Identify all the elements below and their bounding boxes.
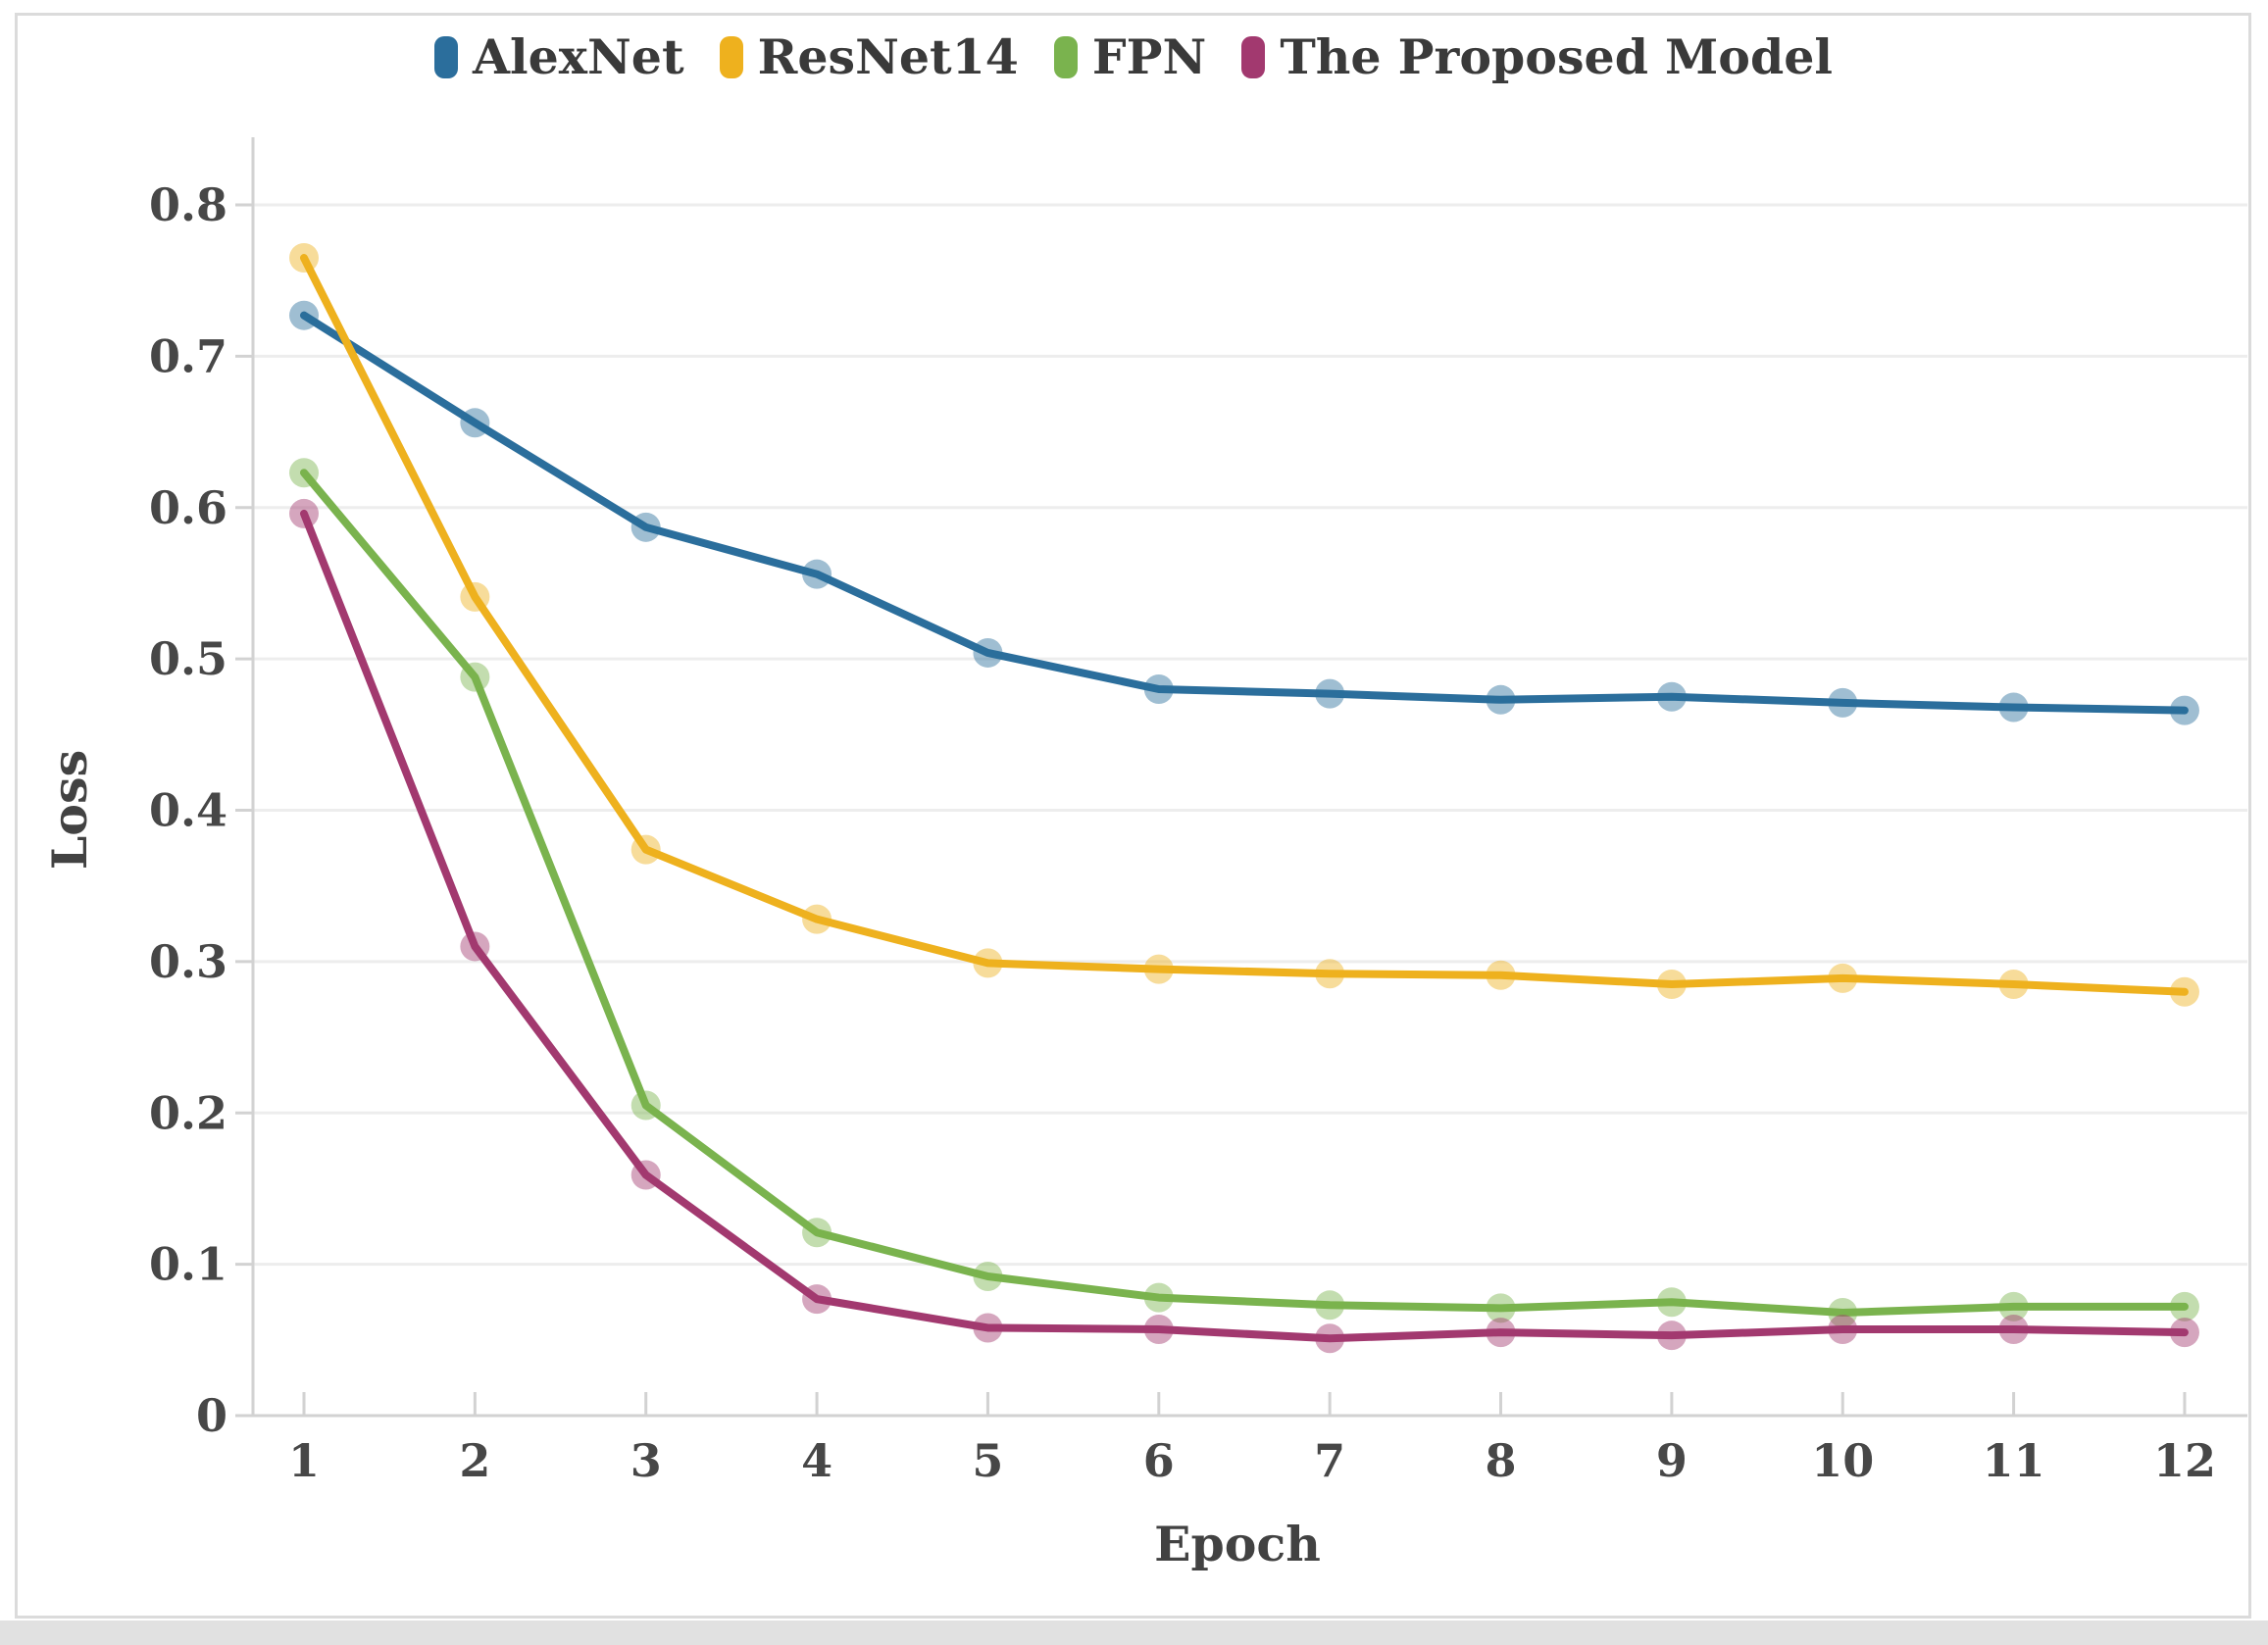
data-point-the-proposed-model <box>802 1284 832 1315</box>
data-point-the-proposed-model <box>289 498 319 528</box>
y-tick-label: 0.1 <box>149 1238 227 1291</box>
series-line-the-proposed-model <box>300 509 2189 1343</box>
legend-label: FPN <box>1091 28 1207 85</box>
data-point-alexnet <box>1828 687 1858 718</box>
x-tick-label: 10 <box>1811 1434 1874 1487</box>
data-point-fpn <box>1998 1291 2029 1321</box>
data-point-alexnet <box>460 408 490 438</box>
data-point-fpn <box>1486 1293 1516 1323</box>
data-point-the-proposed-model <box>460 931 490 962</box>
y-tick-label: 0 <box>196 1389 227 1442</box>
legend-item-fpn[interactable]: FPN <box>1053 28 1207 85</box>
axes <box>235 137 2247 1418</box>
y-tick-label: 0.7 <box>149 329 227 382</box>
data-point-alexnet <box>1315 678 1345 709</box>
data-point-fpn <box>1828 1298 1858 1328</box>
x-tick-label: 9 <box>1656 1434 1688 1487</box>
series-line-resnet14 <box>300 254 2189 996</box>
data-point-resnet14 <box>1143 954 1174 984</box>
legend-label: The Proposed Model <box>1280 28 1833 85</box>
series-line-alexnet <box>300 311 2189 715</box>
data-point-fpn <box>1656 1287 1687 1318</box>
data-point-fpn <box>630 1090 661 1121</box>
legend-marker-fpn <box>1053 36 1078 78</box>
x-tick-label: 4 <box>801 1434 832 1487</box>
data-point-fpn <box>973 1261 1003 1291</box>
data-point-alexnet <box>1486 684 1516 715</box>
data-point-alexnet <box>802 559 832 589</box>
page-bottom-strip <box>0 1620 2268 1645</box>
data-point-the-proposed-model <box>1656 1321 1687 1351</box>
data-point-resnet14 <box>973 948 1003 978</box>
y-tick-label: 0.8 <box>149 178 227 231</box>
legend-label: AlexNet <box>472 28 684 85</box>
x-tick-label: 1 <box>288 1434 320 1487</box>
data-point-fpn <box>2169 1291 2199 1321</box>
series <box>289 243 2199 1354</box>
data-point-the-proposed-model <box>973 1313 1003 1343</box>
data-point-the-proposed-model <box>1828 1315 1858 1345</box>
x-tick-label: 5 <box>972 1434 1003 1487</box>
data-point-alexnet <box>630 512 661 542</box>
x-tick-label: 6 <box>1143 1434 1175 1487</box>
data-point-alexnet <box>1998 692 2029 723</box>
x-tick-label: 11 <box>1983 1434 2045 1487</box>
x-tick-label: 12 <box>2153 1434 2216 1487</box>
y-tick-label: 0.2 <box>149 1086 227 1139</box>
legend-marker-alexnet <box>433 36 458 78</box>
data-point-the-proposed-model <box>1486 1318 1516 1348</box>
data-point-resnet14 <box>1828 963 1858 993</box>
data-point-alexnet <box>1656 681 1687 712</box>
series-line-fpn <box>300 469 2189 1318</box>
legend-marker-resnet14 <box>719 36 743 78</box>
data-point-fpn <box>460 662 490 692</box>
data-point-the-proposed-model <box>630 1160 661 1190</box>
data-point-resnet14 <box>1998 970 2029 1000</box>
data-point-fpn <box>1143 1282 1174 1313</box>
data-point-alexnet <box>2169 695 2199 725</box>
data-point-the-proposed-model <box>1998 1315 2029 1345</box>
legend-marker-the-proposed-model <box>1241 36 1266 78</box>
y-tick-label: 0.3 <box>149 935 227 988</box>
y-tick-label: 0.5 <box>149 632 227 685</box>
data-point-resnet14 <box>1656 970 1687 1000</box>
data-point-resnet14 <box>1486 960 1516 990</box>
x-axis-title: Epoch <box>1154 1516 1321 1572</box>
data-point-alexnet <box>1143 674 1174 704</box>
data-point-resnet14 <box>2169 976 2199 1007</box>
chart-card <box>15 13 2251 1619</box>
tick-labels: 00.10.20.30.40.50.60.70.81 2 3 4 5 6 7 8 9 10 11 12 <box>149 178 2216 1487</box>
gridlines <box>253 203 2247 1267</box>
x-tick-label: 2 <box>459 1434 490 1487</box>
data-point-the-proposed-model <box>1143 1315 1174 1345</box>
data-point-fpn <box>802 1218 832 1248</box>
data-point-fpn <box>1315 1290 1345 1321</box>
legend-label: ResNet14 <box>757 28 1019 85</box>
data-point-resnet14 <box>460 581 490 612</box>
data-point-alexnet <box>973 637 1003 668</box>
data-point-resnet14 <box>289 243 319 274</box>
data-point-the-proposed-model <box>1315 1323 1345 1354</box>
x-tick-label: 7 <box>1314 1434 1345 1487</box>
y-tick-label: 0.6 <box>149 481 227 534</box>
y-tick-label: 0.4 <box>149 784 227 837</box>
data-point-resnet14 <box>630 834 661 865</box>
data-point-resnet14 <box>1315 959 1345 989</box>
data-point-fpn <box>289 458 319 488</box>
legend-item-alexnet[interactable]: AlexNet <box>433 28 684 85</box>
legend: AlexNet ResNet14 FPN The Proposed Model <box>16 33 2251 81</box>
x-tick-label: 8 <box>1486 1434 1517 1487</box>
x-tick-label: 3 <box>630 1434 662 1487</box>
y-axis-title: Loss <box>41 750 98 870</box>
data-point-the-proposed-model <box>2169 1318 2199 1348</box>
data-point-alexnet <box>289 300 319 330</box>
legend-item-the-proposed-model[interactable]: The Proposed Model <box>1241 33 1833 81</box>
data-point-resnet14 <box>802 904 832 934</box>
legend-item-resnet14[interactable]: ResNet14 <box>719 28 1019 85</box>
